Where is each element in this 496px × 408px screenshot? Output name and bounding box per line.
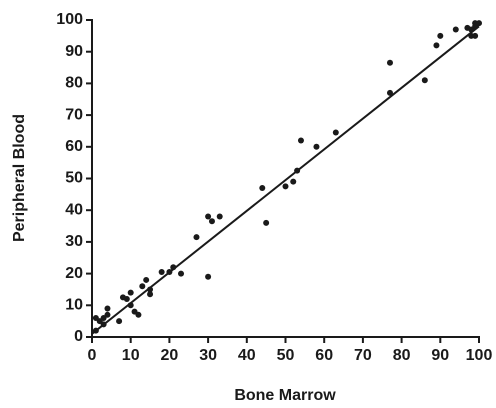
y-tick-label: 100 (56, 11, 83, 28)
point (452, 26, 459, 33)
fit-line (91, 25, 480, 335)
y-tick-label: 80 (65, 75, 83, 92)
point (282, 183, 289, 190)
x-tick-label: 30 (199, 347, 217, 364)
x-tick-label: 50 (277, 347, 295, 364)
point (208, 218, 215, 225)
point (259, 185, 266, 192)
point (386, 59, 393, 66)
y-tick-label: 50 (65, 170, 83, 187)
point (193, 234, 200, 241)
point (437, 32, 444, 39)
point (135, 311, 142, 318)
x-tick-label: 0 (88, 347, 97, 364)
y-tick-label: 90 (65, 43, 83, 60)
point (166, 269, 173, 276)
y-tick-label: 40 (65, 201, 83, 218)
x-tick-label: 10 (122, 347, 140, 364)
y-tick-label: 70 (65, 106, 83, 123)
x-tick-label: 20 (161, 347, 179, 364)
x-tick-label: 80 (393, 347, 411, 364)
point (127, 302, 134, 309)
x-axis-label: Bone Marrow (234, 387, 336, 404)
point (476, 20, 482, 27)
point (332, 129, 339, 136)
point (170, 264, 177, 271)
point (116, 318, 123, 325)
point (297, 137, 304, 144)
point (468, 26, 475, 33)
point (127, 289, 134, 296)
y-tick-label: 60 (65, 138, 83, 155)
point (147, 286, 154, 293)
y-tick-label: 0 (74, 328, 83, 345)
y-axis-label: Peripheral Blood (11, 114, 28, 242)
x-tick-label: 40 (238, 347, 256, 364)
point (178, 270, 185, 277)
point (104, 305, 111, 312)
point (143, 276, 150, 283)
y-tick-label: 10 (65, 297, 83, 314)
point (472, 32, 479, 39)
point (100, 321, 107, 328)
point (290, 178, 297, 185)
point (421, 77, 428, 84)
y-tick-label: 30 (65, 233, 83, 250)
point (433, 42, 440, 49)
x-tick-label: 100 (466, 347, 493, 364)
y-tick-label: 20 (65, 265, 83, 282)
point (147, 291, 154, 298)
point (104, 311, 111, 318)
point (205, 273, 212, 280)
point (263, 219, 270, 226)
point (158, 269, 165, 276)
point (92, 327, 99, 334)
point (386, 89, 393, 96)
x-tick-label: 60 (315, 347, 333, 364)
x-tick-label: 70 (354, 347, 372, 364)
point (294, 167, 301, 174)
point (216, 213, 223, 220)
x-tick-label: 90 (431, 347, 449, 364)
point (139, 283, 146, 290)
point (313, 143, 320, 150)
point (205, 213, 212, 220)
point (123, 295, 130, 302)
